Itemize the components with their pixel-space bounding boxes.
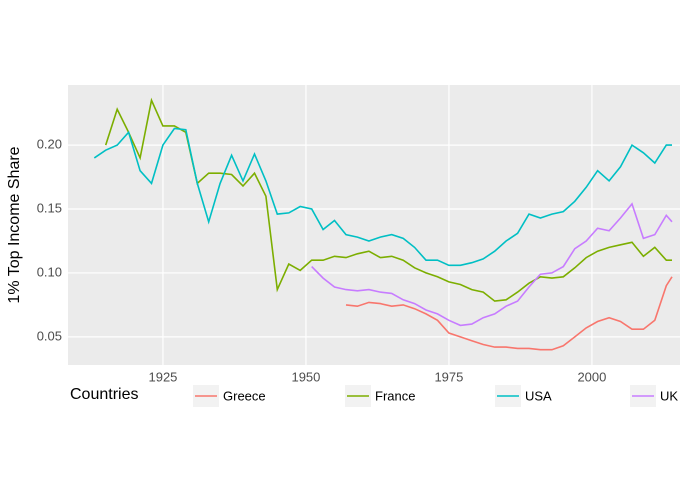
x-tick-label: 1975 (434, 369, 463, 384)
legend-label: Greece (223, 388, 266, 403)
panel (68, 85, 680, 365)
x-tick-label: 1925 (148, 369, 177, 384)
series-line (311, 202, 673, 327)
y-tick-label: 0.10 (37, 264, 62, 279)
y-tick-label: 0.15 (37, 200, 62, 215)
x-tick-label: 2000 (577, 369, 606, 384)
x-tick-label: 1950 (291, 369, 320, 384)
series-line (104, 97, 672, 302)
legend-label: UK (660, 388, 678, 403)
y-axis-label: 1% Top Income Share (6, 146, 23, 303)
legend-label: USA (525, 388, 552, 403)
y-tick-label: 0.05 (37, 328, 62, 343)
y-tick-label: 0.20 (37, 137, 62, 152)
legend-label: France (375, 388, 415, 403)
legend-title: Countries (70, 386, 138, 403)
series-line (93, 127, 672, 267)
series-line (345, 276, 673, 351)
